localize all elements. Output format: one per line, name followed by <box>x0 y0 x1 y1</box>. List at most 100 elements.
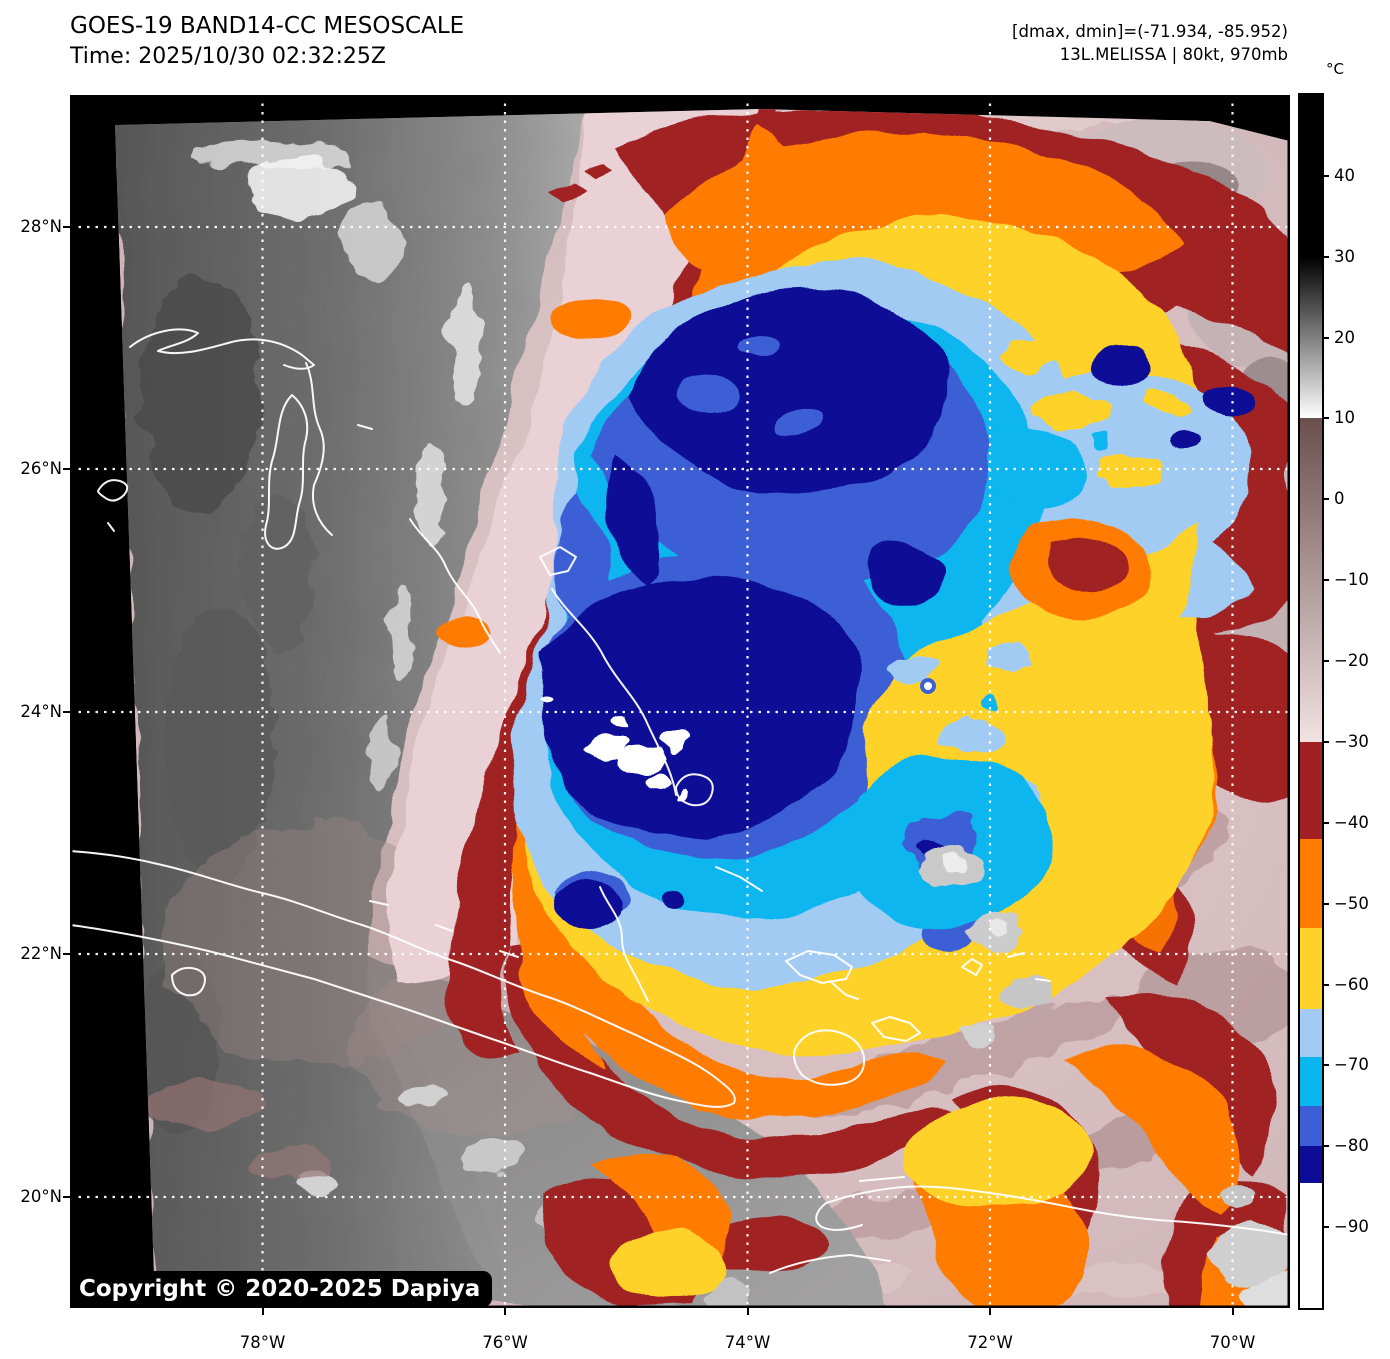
coastline-cay-sal <box>97 479 129 502</box>
coastline-acklins-tail <box>829 980 859 1000</box>
coastline-turks-3 <box>1035 978 1051 982</box>
coastline-turks-1 <box>961 958 983 976</box>
storm-info-annotation: 13L.MELISSA | 80kt, 970mb <box>1059 45 1288 64</box>
lat-tick-mark <box>63 226 70 228</box>
time-label: Time: 2025/10/30 02:32:25Z <box>70 44 386 69</box>
coastline-haiti-south <box>769 1254 891 1274</box>
lat-tick-label: 26°N <box>20 459 62 478</box>
colorbar-tick-mark <box>1324 417 1329 420</box>
colorbar-segment <box>1300 1105 1322 1147</box>
imagery-layer <box>115 109 1290 1308</box>
coastline-cuba-cays-3 <box>499 950 519 958</box>
lat-tick-label: 22°N <box>20 944 62 963</box>
colorbar <box>1298 93 1329 1310</box>
map-frame: Copyright © 2020-2025 Dapiya <box>70 95 1290 1308</box>
colorbar-tick-mark <box>1324 821 1329 824</box>
coastline-mayaguana <box>871 1016 921 1042</box>
colorbar-segment <box>1300 1057 1322 1106</box>
lon-tick-label: 70°W <box>1209 1333 1256 1352</box>
colorbar-tick-label: −70 <box>1334 1055 1369 1075</box>
colorbar-tick-mark <box>1324 740 1329 743</box>
coastline-acklins <box>785 950 853 984</box>
coastline-great-inagua <box>793 1029 866 1086</box>
coastline-long-island <box>675 773 714 807</box>
colorbar-tick-mark <box>1324 902 1329 905</box>
cold-overshoot-spots <box>536 691 695 800</box>
lon-tick-label: 74°W <box>724 1333 771 1352</box>
colorbar-tick-mark <box>1324 1064 1329 1067</box>
colorbar-tick-mark <box>1324 336 1329 339</box>
colorbar-tick-label: −50 <box>1334 893 1369 913</box>
title-block: GOES-19 BAND14-CC MESOSCALE Time: 2025/1… <box>70 10 464 72</box>
colorbar-tick-label: 10 <box>1334 408 1355 428</box>
colorbar-tick-label: 0 <box>1334 489 1345 509</box>
coastline-eleuthera-hook <box>539 546 577 576</box>
lon-tick-mark <box>1231 1308 1234 1315</box>
coastline-isla-juventud <box>171 966 206 997</box>
coastline-cay-sal-2 <box>107 522 115 532</box>
lat-tick-mark <box>63 468 70 470</box>
colorbar-tick-label: −90 <box>1334 1217 1369 1237</box>
colorbar-tick-mark <box>1324 579 1329 582</box>
coastline-exuma <box>409 518 501 654</box>
lat-tick-mark <box>63 711 70 713</box>
lat-tick-mark <box>63 1196 70 1198</box>
lon-tick-mark <box>504 1308 506 1315</box>
storm-center-marker <box>920 678 936 694</box>
colorbar-segment <box>1300 741 1322 839</box>
coastline-haiti-peninsula <box>815 1202 863 1232</box>
colorbar-tick-mark <box>1324 174 1329 177</box>
satellite-image <box>70 95 1290 1308</box>
colorbar-segment <box>1300 418 1322 742</box>
lon-tick-label: 72°W <box>967 1333 1013 1352</box>
coastline-grand-bahama <box>129 328 315 370</box>
colorbar-segment <box>1300 256 1322 419</box>
coastline-haiti-north <box>825 1185 1290 1236</box>
coastline-abaco-andros <box>305 362 333 536</box>
annotation-block: [dmax, dmin]=(-71.934, -85.952) 13L.MELI… <box>1012 20 1288 66</box>
copyright-badge: Copyright © 2020-2025 Dapiya <box>71 1271 493 1307</box>
colorbar-tick-label: 20 <box>1334 327 1355 347</box>
dmax-dmin-annotation: [dmax, dmin]=(-71.934, -85.952) <box>1012 22 1288 41</box>
coastline-andros <box>264 394 309 550</box>
lon-tick-label: 76°W <box>482 1333 528 1352</box>
coastline-crooked-chain <box>551 588 677 796</box>
colorbar-tick-mark <box>1324 1226 1329 1229</box>
lat-tick-label: 24°N <box>20 702 62 721</box>
coastline-samana <box>715 866 763 892</box>
coastline-cuba-cays-2 <box>435 924 453 932</box>
dry-slot-layer <box>844 343 1198 928</box>
page-title: GOES-19 BAND14-CC MESOSCALE <box>70 13 465 39</box>
colorbar-segment <box>1300 838 1322 928</box>
colorbar-segment <box>1300 95 1322 257</box>
lon-tick-mark <box>989 1308 991 1315</box>
coastline-cuba <box>70 850 736 1108</box>
colorbar-tick-mark <box>1324 983 1329 986</box>
coastline-ragged <box>599 886 649 1002</box>
lon-tick-label: 78°W <box>239 1333 286 1352</box>
colorbar-tick-label: −10 <box>1334 570 1369 590</box>
colorbar-segment <box>1300 1182 1322 1308</box>
colorbar-segment <box>1300 927 1322 1009</box>
navy-core-layer <box>537 286 1256 929</box>
colorbar-tick-label: −60 <box>1334 974 1369 994</box>
colorbar-unit-label: °C <box>1326 60 1344 78</box>
lon-tick-mark <box>746 1308 749 1315</box>
colorbar-tick-label: 40 <box>1334 165 1355 185</box>
colorbar-segment <box>1300 1008 1322 1058</box>
colorbar-tick-label: −80 <box>1334 1136 1369 1156</box>
coastline-cuba-cays-1 <box>369 900 389 906</box>
colorbar-tick-mark <box>1324 498 1329 501</box>
coastline-tortue <box>859 1176 905 1182</box>
colorbar-segment <box>1300 1146 1322 1183</box>
lat-tick-mark <box>63 953 70 955</box>
colorbar-tick-mark <box>1324 660 1329 663</box>
colorbar-tick-mark <box>1324 255 1329 258</box>
colorbar-tick-label: −40 <box>1334 812 1369 832</box>
coastlines-layer <box>70 328 1290 1274</box>
colorbar-tick-mark <box>1324 1145 1329 1148</box>
colorbar-tick-label: 30 <box>1334 246 1355 266</box>
lat-tick-label: 28°N <box>20 217 62 236</box>
lat-tick-label: 20°N <box>20 1187 62 1206</box>
